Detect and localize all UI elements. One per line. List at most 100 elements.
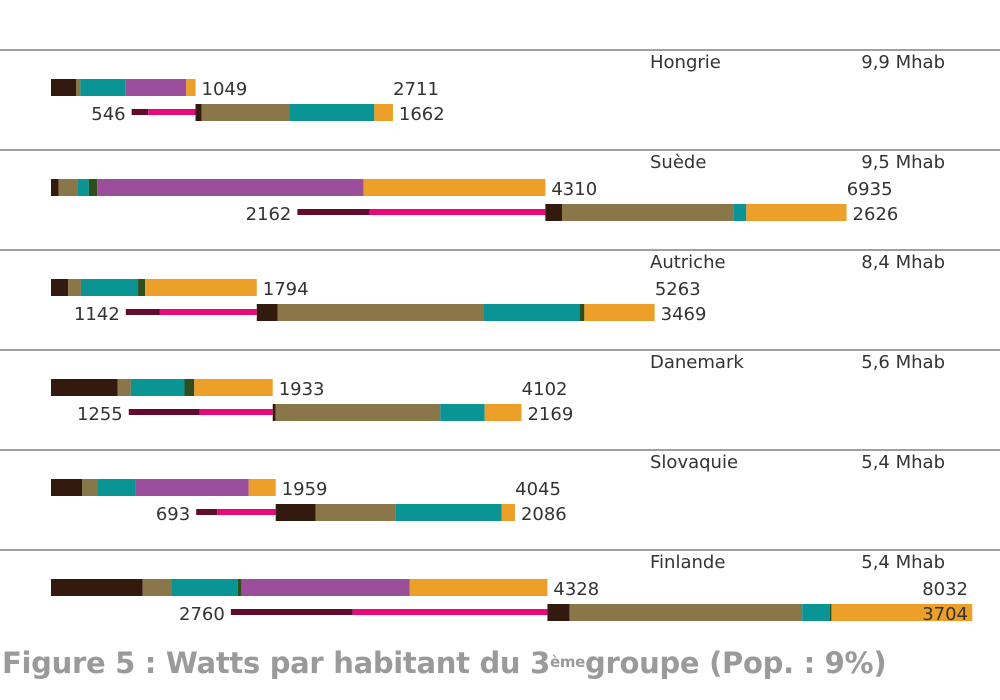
- import-value-label: 1255: [77, 404, 123, 425]
- population-label: 8,4 Mhab: [861, 252, 945, 273]
- consumption-value-label: 1662: [399, 104, 445, 125]
- import-segment: [159, 309, 257, 315]
- consumption-segment: [275, 404, 441, 421]
- consumption-segment: [315, 504, 396, 521]
- chart: Hongrie 9,9 Mhab 1049 546 1662 2711 Suède 9,5 M…: [0, 49, 1000, 625]
- import-segment: [125, 309, 160, 315]
- production-value-label: 1049: [202, 79, 248, 100]
- production-segment: [135, 479, 249, 496]
- production-segment: [58, 179, 78, 196]
- consumption-segment: [395, 504, 502, 521]
- consumption-segment: [256, 304, 278, 321]
- production-value-label: 4310: [551, 179, 597, 200]
- consumption-segment: [584, 304, 655, 321]
- country-label: Slovaquie: [650, 452, 738, 473]
- consumption-segment: [275, 504, 316, 521]
- import-segment: [297, 209, 370, 215]
- production-segment: [186, 79, 196, 96]
- import-value-label: 2760: [179, 604, 225, 625]
- production-value-label: 1933: [279, 379, 325, 400]
- consumption-segment: [802, 604, 830, 621]
- figure-caption: Figure 5 : Watts par habitant du 3èmegro…: [2, 646, 887, 680]
- import-segment: [217, 509, 276, 515]
- consumption-segment: [547, 604, 570, 621]
- import-segment: [369, 209, 546, 215]
- import-segment: [230, 609, 353, 615]
- consumption-segment: [829, 604, 832, 621]
- consumption-value-label: 3469: [661, 304, 707, 325]
- caption-text-end: groupe (Pop. : 9%): [585, 646, 887, 680]
- consumption-segment: [195, 104, 202, 121]
- consumption-segment: [374, 104, 393, 121]
- consumption-segment: [289, 104, 375, 121]
- caption-superscript: ème: [549, 653, 586, 671]
- consumption-value-label: 2086: [521, 504, 567, 525]
- total-value-label: 5263: [655, 279, 701, 300]
- total-value-label: 2711: [393, 79, 439, 100]
- production-segment: [130, 379, 185, 396]
- population-label: 9,5 Mhab: [861, 152, 945, 173]
- consumption-segment: [579, 304, 585, 321]
- import-value-label: 693: [156, 504, 190, 525]
- country-label: Danemark: [650, 352, 744, 373]
- population-label: 9,9 Mhab: [861, 52, 945, 73]
- consumption-segment: [733, 204, 747, 221]
- import-segment: [128, 409, 200, 415]
- production-segment: [77, 179, 89, 196]
- production-segment: [194, 379, 273, 396]
- production-segment: [363, 179, 546, 196]
- production-segment: [409, 579, 548, 596]
- population-label: 5,6 Mhab: [861, 352, 945, 373]
- consumption-segment: [272, 404, 276, 421]
- import-segment: [196, 509, 218, 515]
- population-label: 5,4 Mhab: [861, 452, 945, 473]
- country-label: Suède: [650, 152, 706, 173]
- import-segment: [199, 409, 273, 415]
- total-value-label: 6935: [847, 179, 893, 200]
- consumption-segment: [746, 204, 847, 221]
- production-segment: [51, 579, 143, 596]
- production-segment: [76, 79, 81, 96]
- production-segment: [68, 279, 81, 296]
- caption-text: Figure 5 : Watts par habitant du 3: [2, 646, 550, 680]
- production-segment: [237, 579, 242, 596]
- production-segment: [145, 279, 257, 296]
- production-segment: [51, 279, 69, 296]
- consumption-value-label: 2169: [527, 404, 573, 425]
- import-value-label: 546: [91, 104, 125, 125]
- production-segment: [142, 579, 173, 596]
- production-value-label: 4328: [553, 579, 599, 600]
- production-segment: [51, 379, 118, 396]
- consumption-segment: [569, 604, 803, 621]
- production-segment: [82, 479, 98, 496]
- consumption-segment: [484, 404, 522, 421]
- production-segment: [80, 279, 139, 296]
- production-value-label: 1794: [263, 279, 309, 300]
- consumption-segment: [201, 104, 290, 121]
- consumption-segment: [831, 604, 973, 621]
- production-segment: [125, 79, 187, 96]
- total-value-label: 8032: [922, 579, 968, 600]
- consumption-value-label: 2626: [853, 204, 899, 225]
- production-segment: [97, 479, 136, 496]
- consumption-segment: [561, 204, 734, 221]
- production-value-label: 1959: [282, 479, 328, 500]
- consumption-segment: [440, 404, 485, 421]
- production-segment: [51, 79, 77, 96]
- production-segment: [248, 479, 276, 496]
- population-label: 5,4 Mhab: [861, 552, 945, 573]
- production-segment: [80, 79, 126, 96]
- import-segment: [148, 109, 196, 115]
- production-segment: [241, 579, 410, 596]
- production-segment: [51, 479, 83, 496]
- production-segment: [172, 579, 238, 596]
- production-segment: [51, 179, 59, 196]
- import-segment: [352, 609, 548, 615]
- country-label: Autriche: [650, 252, 726, 273]
- total-value-label: 4045: [515, 479, 561, 500]
- import-value-label: 2162: [246, 204, 292, 225]
- production-segment: [184, 379, 195, 396]
- production-segment: [97, 179, 364, 196]
- consumption-segment: [501, 504, 515, 521]
- production-segment: [117, 379, 131, 396]
